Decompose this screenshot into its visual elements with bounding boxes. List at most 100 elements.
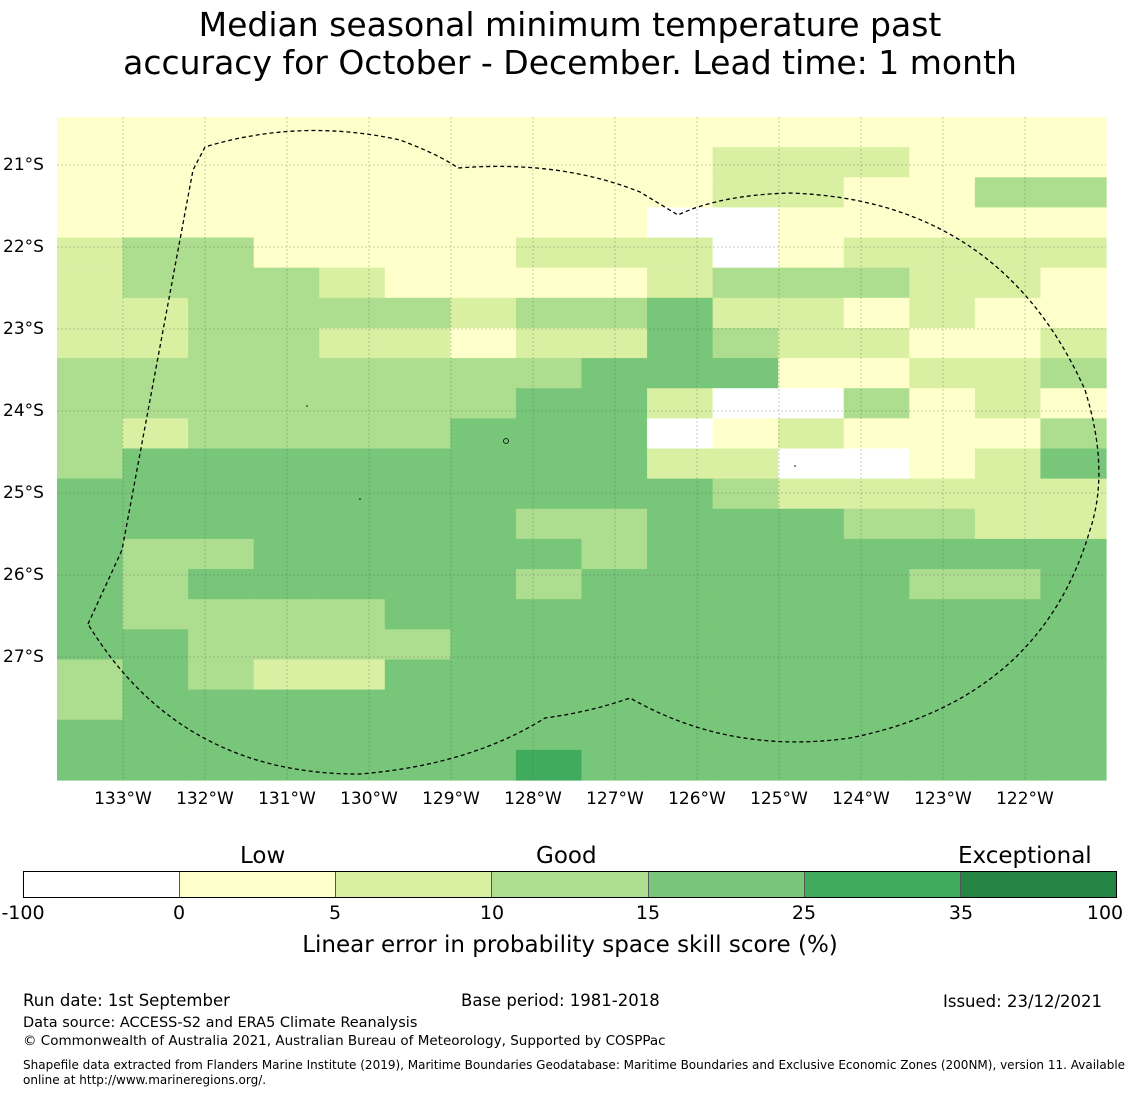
grid-cell <box>712 207 779 239</box>
grid-cell <box>843 147 910 178</box>
grid-cell <box>57 689 124 721</box>
lat-label: 21°S <box>3 155 44 175</box>
grid-cell <box>450 297 517 329</box>
grid-cell <box>515 267 583 299</box>
grid-cell <box>319 749 386 781</box>
grid-cell <box>778 147 845 178</box>
grid-cell <box>319 478 386 510</box>
grid-cell <box>974 297 1042 329</box>
colorbar-segment <box>336 872 493 897</box>
grid-cell <box>647 749 714 781</box>
grid-cell <box>647 478 714 510</box>
grid-cell <box>515 719 583 751</box>
grid-cell <box>122 689 189 721</box>
grid-cell <box>515 629 583 661</box>
grid-cell <box>647 538 714 570</box>
grid-cell <box>1040 177 1107 209</box>
grid-cell <box>384 508 451 540</box>
grid-cell <box>647 177 714 209</box>
grid-cell <box>778 538 845 570</box>
run-date: Run date: 1st September <box>23 991 230 1010</box>
grid-cell <box>188 749 255 781</box>
grid-cell <box>515 478 583 510</box>
grid-cell <box>1040 659 1107 691</box>
grid-cell <box>581 388 648 419</box>
grid-cell <box>712 177 779 209</box>
grid-cell <box>122 508 189 540</box>
grid-cell <box>1040 297 1107 329</box>
grid-cell <box>843 629 910 661</box>
grid-cell <box>384 538 451 570</box>
grid-cell <box>712 599 779 630</box>
grid-cell <box>1040 117 1107 148</box>
grid-cell <box>515 117 583 148</box>
grid-cell <box>843 267 910 299</box>
grid-cell <box>122 569 189 600</box>
colorbar-segment <box>180 872 337 897</box>
grid-cell <box>909 719 976 751</box>
skill-score-map <box>57 117 1107 781</box>
grid-cell <box>712 508 779 540</box>
grid-cell <box>515 689 583 721</box>
grid-cell <box>319 327 386 359</box>
grid-cell <box>974 448 1042 480</box>
lon-label: 127°W <box>586 789 644 809</box>
grid-cell <box>515 237 583 269</box>
grid-cell <box>647 659 714 691</box>
issued-date: Issued: 23/12/2021 <box>943 992 1103 1011</box>
grid-cell <box>909 358 976 389</box>
grid-cell <box>712 719 779 751</box>
grid-cell <box>1040 147 1107 178</box>
grid-cell <box>188 629 255 661</box>
grid-cell <box>188 659 255 691</box>
grid-cell <box>319 267 386 299</box>
grid-cell <box>843 117 910 148</box>
grid-cell <box>647 388 714 419</box>
grid-cell <box>778 267 845 299</box>
grid-cell <box>974 508 1042 540</box>
grid-cell <box>581 689 648 721</box>
grid-cell <box>712 689 779 721</box>
island-marker <box>359 498 361 500</box>
grid-cell <box>581 719 648 751</box>
colorbar-tick: 5 <box>328 902 342 924</box>
grid-cell <box>712 659 779 691</box>
grid-cell <box>319 689 386 721</box>
graticule <box>57 117 1106 780</box>
lat-label: 26°S <box>3 565 44 585</box>
grid-cell <box>581 508 648 540</box>
grid-cell <box>57 569 124 600</box>
grid-cell <box>581 147 648 178</box>
grid-cell <box>778 358 845 389</box>
grid-cell <box>909 388 976 419</box>
grid-cell <box>1040 327 1107 359</box>
grid-cell <box>57 237 124 269</box>
grid-cell <box>712 448 779 480</box>
grid-cell <box>1040 237 1107 269</box>
grid-cell <box>1040 267 1107 299</box>
grid-cell <box>384 207 451 239</box>
grid-cell <box>384 117 451 148</box>
grid-cell <box>450 478 517 510</box>
grid-cell <box>974 418 1042 450</box>
grid-cell <box>57 448 124 480</box>
grid-cell <box>450 358 517 389</box>
grid-cell <box>581 599 648 630</box>
grid-cell <box>57 177 124 209</box>
grid-cell <box>122 207 189 239</box>
grid-cell <box>450 508 517 540</box>
grid-cell <box>1040 478 1107 510</box>
grid-cell <box>778 177 845 209</box>
grid-cell <box>647 599 714 630</box>
grid-cell <box>647 508 714 540</box>
category-exceptional: Exceptional <box>958 843 1092 869</box>
grid-cell <box>974 569 1042 600</box>
grid-cell <box>57 599 124 630</box>
grid-cell <box>188 418 255 450</box>
grid-cell <box>188 599 255 630</box>
grid-cell <box>712 569 779 600</box>
grid-cell <box>57 388 124 419</box>
grid-cell <box>384 659 451 691</box>
grid-cell <box>57 749 124 781</box>
grid-cell <box>647 237 714 269</box>
